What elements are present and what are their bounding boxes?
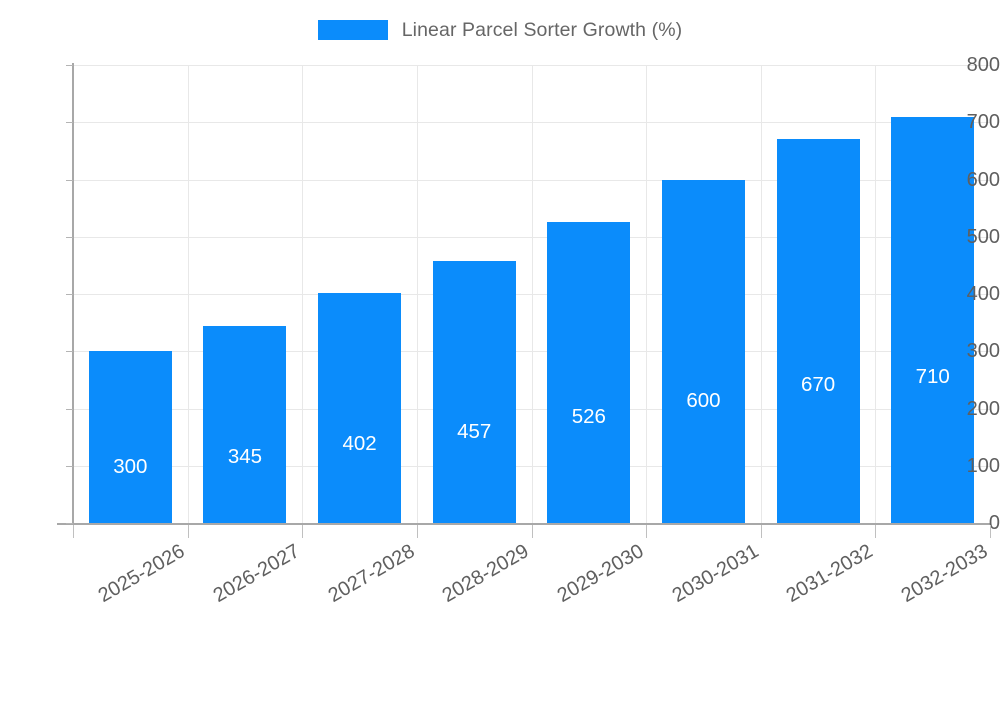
- x-tick-mark: [73, 525, 74, 538]
- plot-area: 300 345 402 457 526 600 670 710: [73, 65, 990, 524]
- y-tick-mark: [66, 523, 73, 524]
- y-tick-label: 100: [966, 454, 1000, 477]
- y-tick-label: 200: [966, 397, 1000, 420]
- x-tick-mark: [990, 525, 991, 538]
- gridline-horizontal: [73, 351, 990, 353]
- gridline-vertical: [302, 65, 303, 523]
- y-tick-mark: [66, 465, 73, 467]
- bar[interactable]: 526: [547, 221, 631, 523]
- bar-chart: Linear Parcel Sorter Growth (%) 300 345 40…: [0, 14, 1000, 607]
- y-tick-mark: [66, 236, 73, 238]
- y-tick-label: 500: [966, 225, 1000, 248]
- chart-legend: Linear Parcel Sorter Growth (%): [0, 14, 1000, 46]
- gridline-vertical: [646, 65, 647, 523]
- bar[interactable]: 600: [661, 179, 745, 523]
- bar[interactable]: 300: [88, 351, 172, 523]
- bar-value-label: 402: [342, 432, 377, 456]
- gridline-horizontal: [73, 122, 990, 124]
- x-tick-mark: [875, 525, 876, 538]
- x-tick-mark: [761, 525, 762, 538]
- gridline-vertical: [532, 65, 533, 523]
- y-tick-mark: [66, 408, 73, 410]
- bar-rect[interactable]: [432, 261, 516, 523]
- y-tick-label: 700: [966, 111, 1000, 134]
- y-axis-line: [72, 63, 74, 525]
- gridline-horizontal: [73, 465, 990, 467]
- bar-value-label: 600: [686, 388, 721, 412]
- y-tick-mark: [66, 122, 73, 124]
- y-tick-label: 0: [988, 512, 1000, 534]
- bar-rect[interactable]: [318, 292, 402, 523]
- bar-rect[interactable]: [891, 116, 975, 523]
- y-tick-mark: [66, 294, 73, 295]
- gridline-vertical: [188, 65, 189, 523]
- x-tick-mark: [417, 525, 418, 538]
- gridline-horizontal: [73, 294, 990, 295]
- bar[interactable]: 345: [203, 325, 287, 523]
- gridline-horizontal: [73, 179, 990, 181]
- x-tick-mark: [646, 525, 647, 538]
- y-tick-mark: [66, 179, 73, 181]
- gridline-vertical: [875, 65, 876, 523]
- bar-rect[interactable]: [547, 221, 631, 523]
- bar-value-label: 710: [915, 364, 950, 388]
- y-tick-label: 400: [966, 283, 1000, 305]
- bar-rect[interactable]: [661, 179, 745, 523]
- y-tick-label: 300: [966, 340, 1000, 363]
- gridline-vertical: [417, 65, 418, 523]
- bar-value-label: 670: [800, 373, 836, 397]
- x-tick-mark: [302, 525, 303, 538]
- y-tick-label: 600: [966, 168, 1000, 191]
- bar[interactable]: 670: [776, 139, 860, 523]
- bar[interactable]: 457: [432, 261, 516, 523]
- gridline-vertical: [761, 65, 762, 523]
- y-tick-mark: [66, 351, 73, 353]
- bar-value-label: 457: [457, 420, 492, 444]
- bar-value-label: 526: [571, 405, 606, 429]
- y-tick-mark: [66, 65, 73, 66]
- gridline-horizontal: [73, 236, 990, 238]
- x-axis-line: [57, 523, 990, 525]
- gridline-horizontal: [73, 65, 990, 66]
- legend-label[interactable]: Linear Parcel Sorter Growth (%): [401, 18, 683, 41]
- bar[interactable]: 402: [318, 292, 402, 523]
- bar-value-label: 345: [227, 444, 263, 468]
- gridline-horizontal: [73, 408, 990, 410]
- bar-rect[interactable]: [776, 139, 860, 523]
- x-tick-mark: [188, 525, 189, 538]
- legend-color-swatch[interactable]: [317, 20, 388, 40]
- bar-rect[interactable]: [88, 351, 172, 523]
- bar-value-label: 300: [113, 454, 148, 478]
- x-tick-mark: [532, 525, 533, 538]
- y-tick-label: 800: [966, 54, 1000, 76]
- bar[interactable]: 710: [891, 116, 975, 523]
- bar-rect[interactable]: [203, 325, 287, 523]
